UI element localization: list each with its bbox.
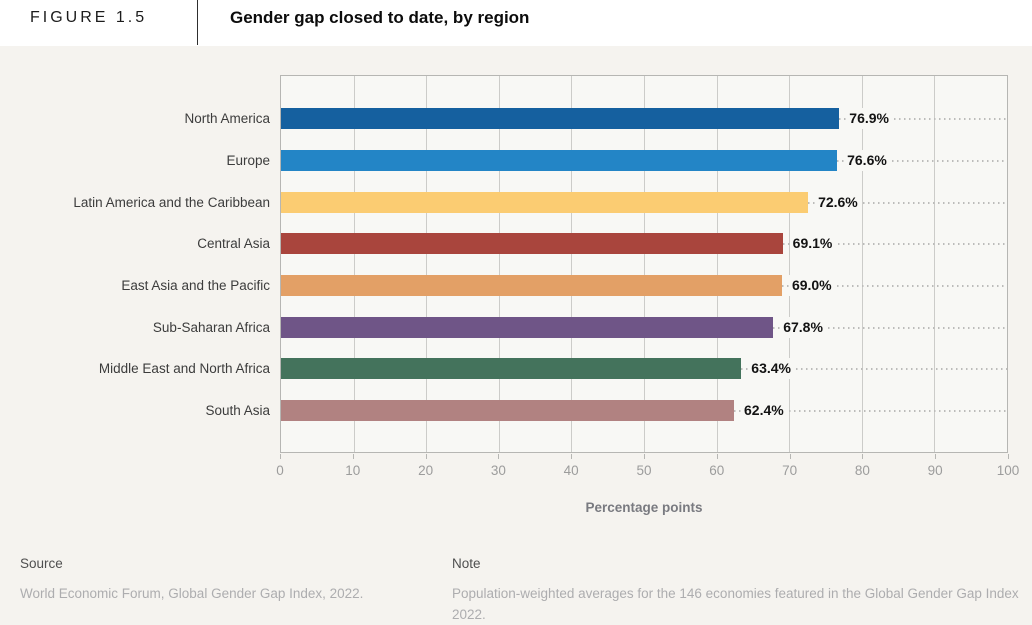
- tick-mark: [280, 454, 281, 459]
- note-text: Population-weighted averages for the 146…: [452, 586, 1019, 622]
- value-label: 67.8%: [780, 316, 826, 338]
- bar-row-sub-saharan-africa: Sub-Saharan Africa 67.8%: [153, 316, 1007, 338]
- bar: [281, 316, 774, 338]
- tick-label: 20: [418, 463, 434, 478]
- gridline: [716, 76, 718, 452]
- category-label: Middle East and North Africa: [98, 361, 270, 377]
- tick-mark: [425, 454, 427, 459]
- category-label: South Asia: [205, 403, 270, 419]
- tick-mark: [644, 454, 645, 459]
- bar: [281, 358, 742, 380]
- gridline: [644, 76, 645, 452]
- figure-number-label: FIGURE 1.5: [30, 9, 148, 26]
- gridline: [571, 76, 573, 452]
- leader-line: [781, 285, 1007, 288]
- gridline: [426, 76, 428, 452]
- tick-label: 90: [927, 463, 943, 478]
- source-text: World Economic Forum, Global Gender Gap …: [20, 586, 364, 601]
- bar-chart-plot-area: North America 76.9% Europe 76.6% Latin A…: [73, 75, 1008, 453]
- category-label: North America: [184, 111, 270, 127]
- leader-line: [741, 368, 1007, 371]
- leader-line: [782, 243, 1007, 246]
- value-label: 72.6%: [815, 191, 861, 213]
- bar: [281, 149, 838, 171]
- tick-label: 60: [709, 463, 725, 478]
- leader-line: [837, 159, 1007, 162]
- gridline: [498, 76, 500, 452]
- category-label: Europe: [226, 152, 270, 168]
- tick-label: 40: [563, 463, 579, 478]
- bar: [281, 233, 783, 255]
- tick-label: 10: [345, 463, 361, 478]
- bar: [281, 108, 840, 130]
- gridline: [353, 76, 355, 452]
- tick-mark: [1008, 454, 1009, 459]
- bar-row-north-america: North America 76.9%: [184, 108, 1007, 130]
- tick-mark: [862, 454, 864, 459]
- value-label: 69.0%: [788, 275, 835, 297]
- category-label: Latin America and the Caribbean: [73, 194, 270, 210]
- tick-label: 0: [276, 463, 284, 478]
- tick-label: 50: [636, 463, 652, 478]
- value-label: 63.4%: [748, 358, 794, 380]
- bar-row-middle-east: Middle East and North Africa 63.4%: [99, 358, 1007, 380]
- tick-label: 80: [854, 463, 870, 478]
- category-label: Sub-Saharan Africa: [152, 319, 270, 335]
- source-heading: Source: [20, 556, 63, 571]
- leader-line: [773, 326, 1007, 329]
- bar-row-central-asia: Central Asia 69.1%: [197, 233, 1007, 255]
- tick-mark: [352, 454, 354, 459]
- x-axis: 0 10 20 30 40 50 60 70 80 90 100: [276, 454, 1019, 484]
- leader-line: [734, 410, 1007, 413]
- figure-header: FIGURE 1.5 Gender gap closed to date, by…: [0, 0, 1032, 46]
- gridline: [934, 76, 936, 452]
- tick-mark: [935, 454, 937, 459]
- value-label: 76.9%: [846, 108, 892, 130]
- bar-row-europe: Europe 76.6%: [226, 149, 1007, 171]
- x-axis-title: Percentage points: [585, 500, 703, 515]
- tick-label: 100: [996, 463, 1020, 478]
- bar-row-east-asia: East Asia and the Pacific 69.0%: [121, 275, 1007, 297]
- category-label: East Asia and the Pacific: [121, 278, 270, 294]
- tick-mark: [571, 454, 573, 459]
- gridline: [861, 76, 863, 452]
- tick-label: 70: [782, 463, 798, 478]
- value-label: 62.4%: [741, 400, 787, 422]
- value-label: 69.1%: [789, 233, 836, 255]
- tick-mark: [789, 454, 791, 459]
- tick-mark: [498, 454, 500, 459]
- source-block: Source World Economic Forum, Global Gend…: [20, 556, 430, 604]
- bar: [281, 400, 735, 422]
- category-label: Central Asia: [197, 236, 270, 252]
- page-title: Gender gap closed to date, by region: [230, 8, 530, 27]
- bar: [281, 191, 809, 213]
- bar: [281, 275, 782, 297]
- bar-row-latin-america: Latin America and the Caribbean 72.6%: [73, 191, 1007, 213]
- header-divider: [197, 0, 198, 45]
- tick-mark: [716, 454, 718, 459]
- value-label: 76.6%: [844, 149, 890, 171]
- tick-label: 30: [490, 463, 506, 478]
- gridline: [789, 76, 791, 452]
- bar-row-south-asia: South Asia 62.4%: [205, 400, 1007, 422]
- note-heading: Note: [452, 556, 481, 571]
- leader-line: [808, 201, 1007, 204]
- leader-line: [839, 118, 1007, 121]
